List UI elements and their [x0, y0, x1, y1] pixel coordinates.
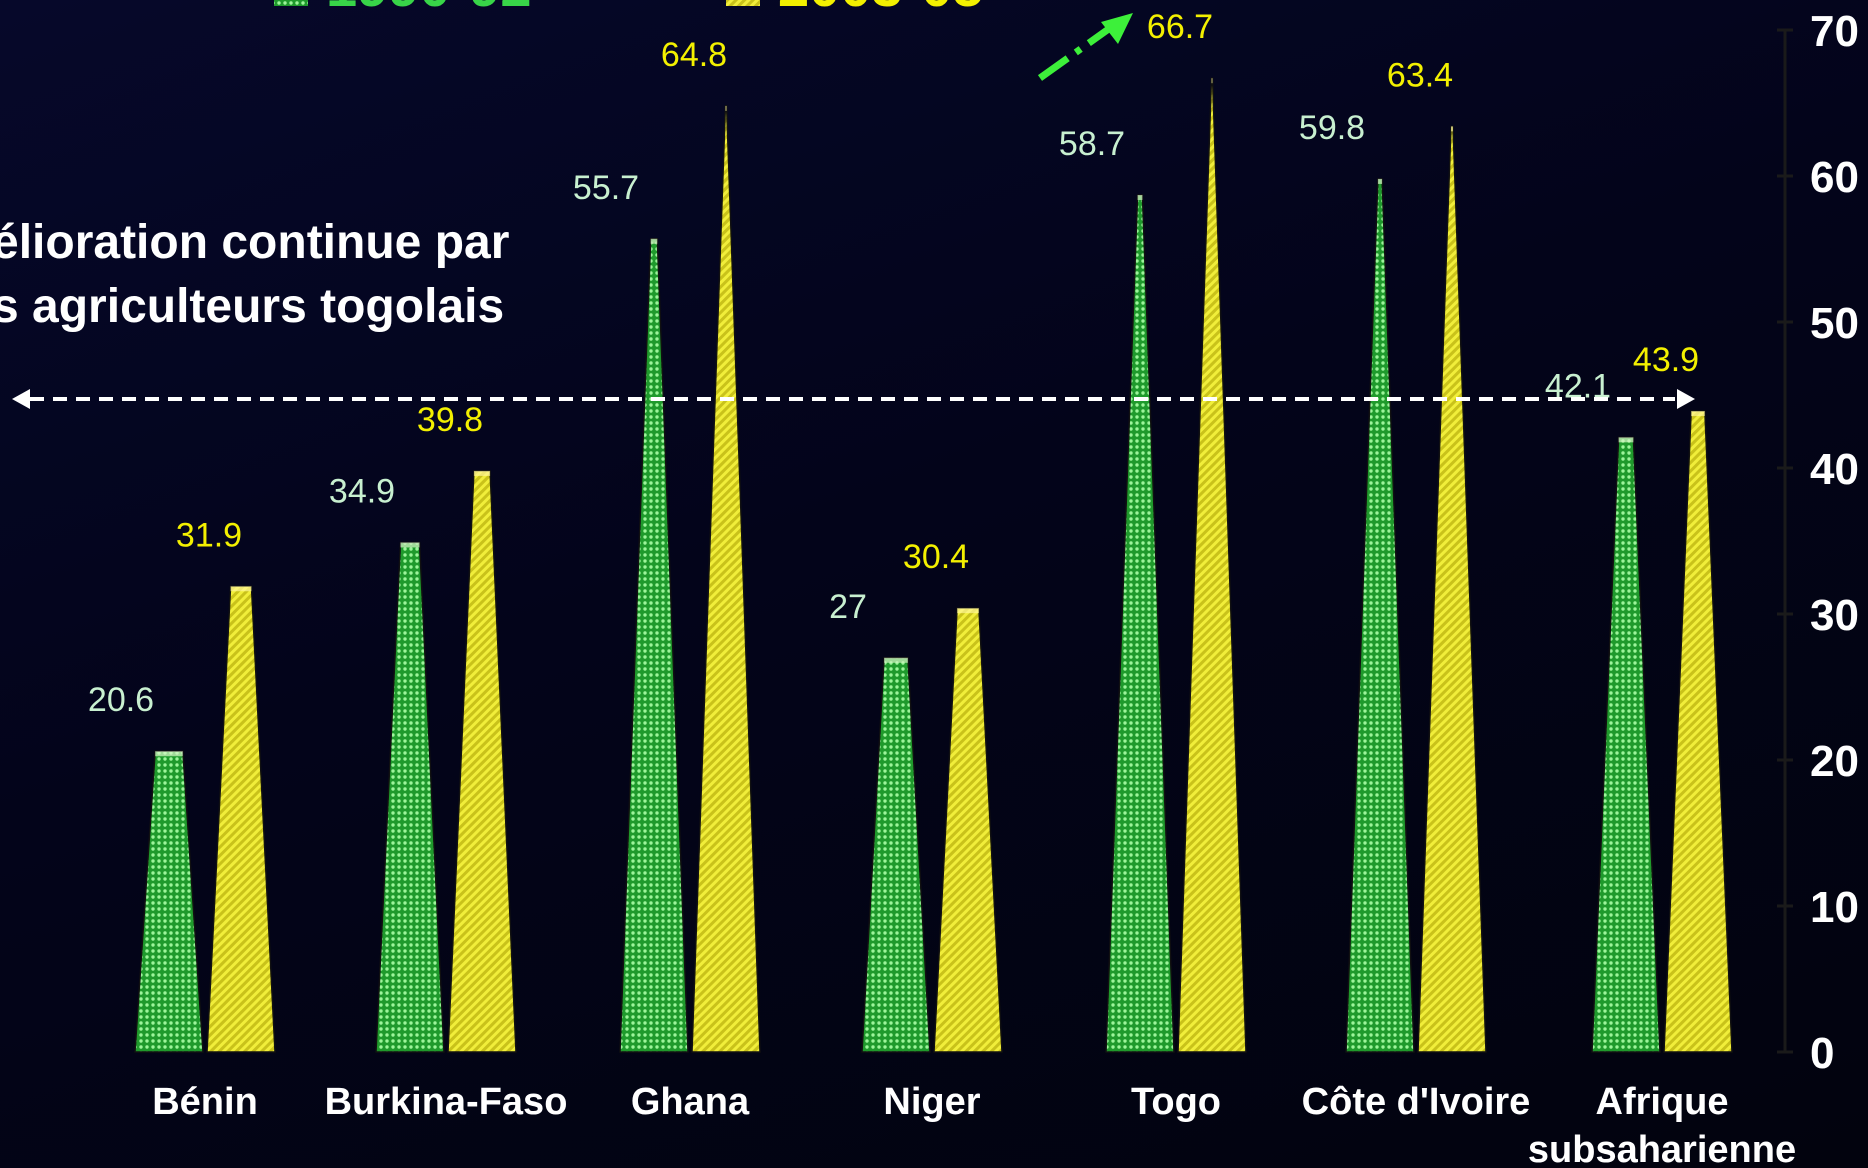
bar-top-cap [650, 238, 658, 244]
bar-series-1 [1345, 178, 1415, 1053]
data-label-series-1: 20.6 [88, 681, 154, 719]
bar-series-1 [619, 238, 689, 1053]
bar-series-2 [1417, 125, 1487, 1053]
bar-series-2 [1177, 77, 1247, 1053]
x-tick-label: Niger [883, 1081, 980, 1123]
data-label-series-2: 30.4 [903, 538, 969, 576]
x-tick-label: Afrique subsaharienne [1528, 1081, 1796, 1168]
data-label-series-2: 43.9 [1633, 341, 1699, 379]
x-tick-label: Ghana [631, 1081, 750, 1123]
bar-top-cap [725, 105, 727, 111]
legend-swatch-series-1 [274, 0, 308, 6]
bar-top-cap [1211, 78, 1213, 84]
annotation-line-1: élioration continue par [0, 216, 509, 269]
bar-top-cap [1377, 178, 1383, 184]
bar-series-2 [933, 607, 1003, 1053]
bar-series-1 [1105, 194, 1175, 1053]
bar-series-1 [861, 657, 931, 1053]
data-label-series-2: 39.8 [417, 401, 483, 439]
x-axis-labels: Bénin Burkina-Faso Ghana Niger Togo Côte d'Iv… [152, 1081, 1796, 1168]
y-tick-label: 70 [1810, 7, 1859, 56]
y-axis-ticks: 0 10 20 30 40 50 60 70 [1777, 7, 1859, 1078]
x-tick-label: Côte d'Ivoire [1302, 1081, 1531, 1123]
bar-top-cap [400, 542, 420, 548]
bar-series-1 [1591, 436, 1661, 1053]
bar-series-2 [206, 585, 276, 1053]
bar-top-cap [230, 586, 252, 592]
x-tick-label: Togo [1131, 1081, 1221, 1123]
reference-arrow-right [1677, 389, 1695, 409]
bar-top-cap [1137, 194, 1143, 200]
highlight-arrow [1037, 13, 1133, 81]
bar-series-1 [134, 750, 204, 1053]
y-tick-label: 10 [1810, 883, 1859, 932]
highlight-arrow-head [1101, 13, 1133, 44]
bar-top-cap [1451, 126, 1453, 132]
y-tick-label: 20 [1810, 737, 1859, 786]
bar-top-cap [1618, 437, 1634, 443]
x-tick-label: Bénin [152, 1081, 258, 1123]
annotation-line-2: s agriculteurs togolais [0, 280, 504, 333]
reference-arrow-left [12, 389, 30, 409]
data-label-series-2: 31.9 [176, 516, 242, 554]
y-tick-label: 50 [1810, 299, 1859, 348]
bar-top-cap [473, 470, 491, 476]
bar-series-2 [447, 470, 517, 1053]
y-tick-label: 0 [1810, 1029, 1834, 1078]
legend-label-series-1: 1990-92 [326, 0, 532, 18]
bar-series-2 [691, 105, 761, 1053]
data-label-series-1: 27 [829, 588, 867, 626]
legend-swatch-series-2 [726, 0, 760, 6]
x-tick-label: Burkina-Faso [325, 1081, 568, 1123]
reference-line [12, 389, 1695, 409]
data-label-series-2: 66.7 [1147, 8, 1213, 46]
data-label-series-1: 34.9 [329, 472, 395, 510]
bar-top-cap [155, 751, 183, 757]
legend: 1990-92 2003-05 [274, 0, 984, 18]
y-tick-label: 30 [1810, 591, 1859, 640]
data-label-series-2: 64.8 [661, 36, 727, 74]
legend-label-series-2: 2003-05 [778, 0, 984, 18]
bar-top-cap [1691, 411, 1705, 417]
bar-top-cap [957, 608, 979, 614]
data-label-series-1: 58.7 [1059, 125, 1125, 163]
data-label-series-1: 55.7 [573, 169, 639, 207]
data-label-series-1: 59.8 [1299, 109, 1365, 147]
y-tick-label: 40 [1810, 445, 1859, 494]
bar-top-cap [884, 657, 908, 663]
bar-series-2 [1663, 410, 1733, 1053]
data-label-series-2: 63.4 [1387, 56, 1453, 94]
bar-series-1 [375, 541, 445, 1053]
y-tick-label: 60 [1810, 153, 1859, 202]
